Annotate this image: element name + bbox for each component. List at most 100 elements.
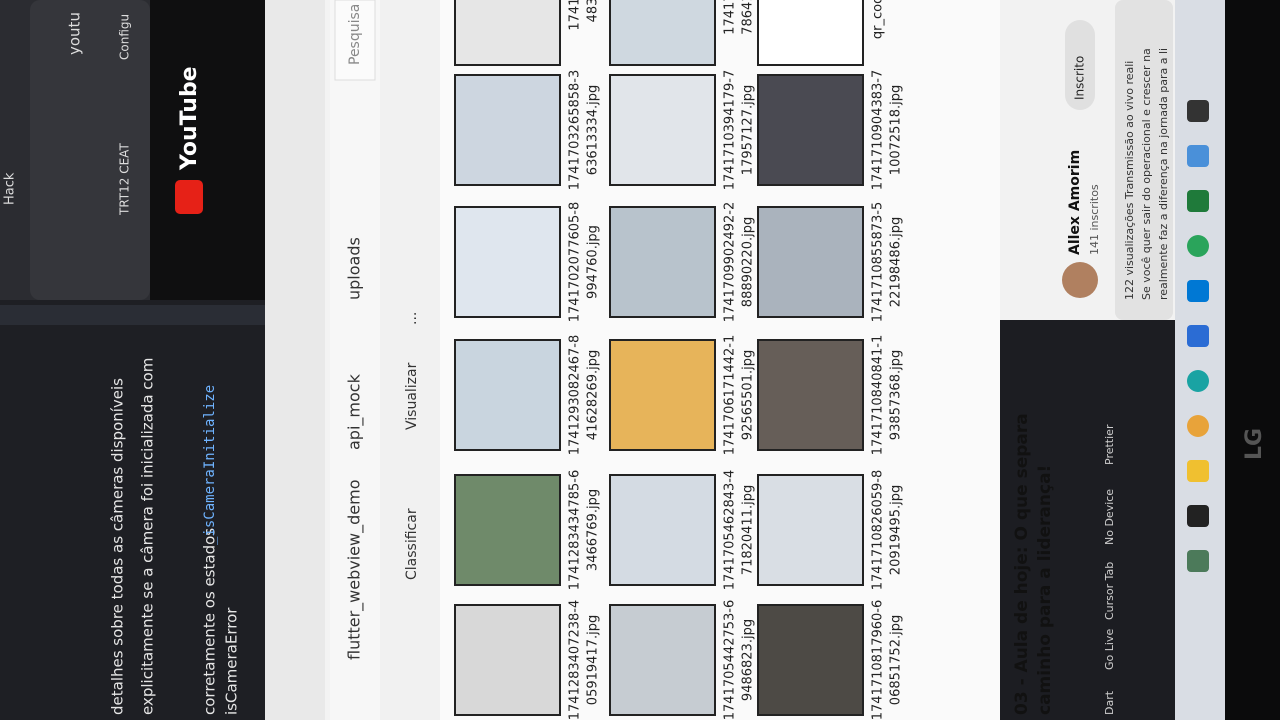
monitor-brand: LG <box>1242 428 1267 460</box>
file-name: 483 <box>586 0 601 22</box>
file-name: 41628269.jpg <box>586 350 601 440</box>
subscribe-button[interactable] <box>1065 20 1095 110</box>
file-name: 1741703265858-3 <box>568 70 583 191</box>
app-icon[interactable] <box>1187 370 1209 392</box>
youtube-header <box>150 0 265 300</box>
toolbar-button: Visualizar <box>404 362 420 430</box>
app-icon[interactable] <box>1187 550 1209 572</box>
breadcrumb: flutter_webview_demo <box>345 480 365 661</box>
video-title: caminho para a liderança! <box>1035 465 1055 715</box>
address-bar <box>30 0 150 300</box>
app-icon[interactable] <box>1187 235 1209 257</box>
app-icon[interactable] <box>1187 190 1209 212</box>
youtube-logo: YouTube <box>177 66 202 171</box>
channel-avatar <box>1062 262 1098 298</box>
code-identifier: _isCameraInitialize <box>202 385 218 545</box>
file-name: qr_codes <box>871 0 886 39</box>
file-name: 93857368.jpg <box>889 350 904 440</box>
file-thumbnail <box>757 604 864 716</box>
file-name: 17957127.jpg <box>741 85 756 175</box>
file-thumbnail <box>454 206 561 318</box>
app-icon[interactable] <box>1187 145 1209 167</box>
explorer-titlebar <box>265 0 325 720</box>
app-icon[interactable] <box>1187 325 1209 347</box>
file-name: 1741283407238-4 <box>568 600 583 720</box>
file-name: 1741710855873-5 <box>871 202 886 323</box>
file-name: 1741710840841-1 <box>871 335 886 456</box>
file-name: 1741710394179-7 <box>723 70 738 191</box>
file-thumbnail <box>609 474 716 586</box>
file-name: 10072518.jpg <box>889 85 904 175</box>
file-thumbnail <box>609 74 716 186</box>
file-name: 20919495.jpg <box>889 485 904 575</box>
file-name: 17417 <box>568 0 583 31</box>
texts: detalhes sobre todas as câmeras disponív… <box>3 0 1267 720</box>
file-name: 1741705462843-4 <box>723 470 738 591</box>
file-name: 92565501.jpg <box>741 350 756 440</box>
file-thumbnail <box>454 474 561 586</box>
description-box <box>1115 0 1173 320</box>
file-name: 05919417.jpg <box>586 615 601 705</box>
file-name: 1741706171442-1 <box>723 335 738 456</box>
file-name: 1741705442753-6 <box>723 600 738 720</box>
browser-tab: Hack <box>3 172 18 205</box>
address-bar <box>330 0 380 720</box>
breadcrumb: uploads <box>345 237 364 300</box>
file-thumbnail <box>609 339 716 451</box>
code-comment: detalhes sobre todas as câmeras disponív… <box>109 378 127 715</box>
file-name: 174171 <box>723 0 738 35</box>
browser-tab: youtu <box>66 12 84 55</box>
file-name: 1741710826059-8 <box>871 470 886 591</box>
file-name: 06851752.jpg <box>889 615 904 705</box>
file-name: 22198486.jpg <box>889 217 904 307</box>
file-name: 88890220.jpg <box>741 217 756 307</box>
code-comment: isCameraError <box>223 607 241 715</box>
status-item: Dart <box>1103 690 1116 715</box>
file-thumbnail <box>757 474 864 586</box>
app-icon[interactable] <box>1187 460 1209 482</box>
file-name: 9486823.jpg <box>741 619 756 701</box>
file-name: 786415 <box>741 0 756 35</box>
file-name: 1741709902492-2 <box>723 202 738 323</box>
file-name: 1741710817960-6 <box>871 600 886 720</box>
file-thumbnail <box>454 604 561 716</box>
status-item: No Device <box>1103 489 1116 545</box>
file-thumbnail <box>454 74 561 186</box>
app-icon[interactable] <box>1187 280 1209 302</box>
code-comment: corretamente os estados <box>201 528 219 715</box>
file-name: 1741293082467-8 <box>568 335 583 456</box>
bookmark: TRT12 CEAT <box>118 143 132 216</box>
file-thumbnail <box>609 0 716 66</box>
app-icon[interactable] <box>1187 100 1209 122</box>
file-name: 1741283434785-6 <box>568 470 583 591</box>
status-item: Prettier <box>1103 424 1116 465</box>
file-name: 1741710904383-7 <box>871 70 886 191</box>
app-icon[interactable] <box>1187 505 1209 527</box>
file-thumbnail <box>757 74 864 186</box>
file-thumbnail <box>454 339 561 451</box>
editor-tabs <box>0 305 265 325</box>
video-description: Se você quer sair do operacional e cresc… <box>1140 48 1153 300</box>
file-thumbnail <box>757 206 864 318</box>
bookmark: Configu <box>118 14 132 60</box>
subscriber-count: 141 inscritos <box>1088 184 1101 255</box>
file-thumbnail <box>757 0 864 66</box>
breadcrumb: api_mock <box>345 373 365 450</box>
file-thumbnail <box>609 604 716 716</box>
search-box[interactable] <box>334 0 376 81</box>
file-thumbnail <box>609 206 716 318</box>
app-icon[interactable] <box>1187 415 1209 437</box>
file-name: 1741702077605-8 <box>568 202 583 323</box>
taskbar-icons <box>1187 100 1209 572</box>
video-description: 122 visualizações Transmissão ao vivo re… <box>1123 61 1136 300</box>
youtube-icon <box>175 180 203 214</box>
file-name: 63613334.jpg <box>586 85 601 175</box>
search-placeholder: Pesquisa <box>347 4 363 65</box>
channel-name: Allex Amorim <box>1067 150 1083 255</box>
subscribe-label: Inscrito <box>1073 56 1087 100</box>
editor-bottom <box>1000 320 1175 720</box>
file-name: 994760.jpg <box>586 225 601 299</box>
status-item: Cursor Tab <box>1103 562 1116 620</box>
